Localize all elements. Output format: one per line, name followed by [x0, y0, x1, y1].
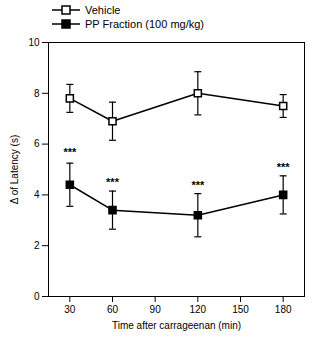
svg-text:***: ***	[106, 176, 120, 188]
html-text:PP Fraction (100 mg/kg): PP Fraction (100 mg/kg)	[85, 18, 204, 30]
svg-text:***: ***	[63, 146, 77, 158]
svg-text:90: 90	[150, 304, 162, 315]
svg-text:***: ***	[191, 179, 205, 191]
svg-text:8: 8	[34, 88, 40, 99]
svg-text:10: 10	[28, 37, 40, 48]
svg-text:Δ of Latency (s): Δ of Latency (s)	[9, 135, 20, 205]
svg-text:6: 6	[34, 138, 40, 149]
svg-text:Time after carrageenan (min): Time after carrageenan (min)	[112, 320, 241, 331]
svg-text:4: 4	[34, 189, 40, 200]
svg-text:60: 60	[107, 304, 119, 315]
svg-text:30: 30	[64, 304, 76, 315]
svg-text:120: 120	[189, 304, 206, 315]
svg-text:150: 150	[232, 304, 249, 315]
svg-text:180: 180	[275, 304, 292, 315]
svg-text:***: ***	[277, 161, 291, 173]
svg-text:2: 2	[34, 240, 40, 251]
svg-text:0: 0	[34, 291, 40, 302]
html-text:Vehicle: Vehicle	[85, 4, 121, 16]
